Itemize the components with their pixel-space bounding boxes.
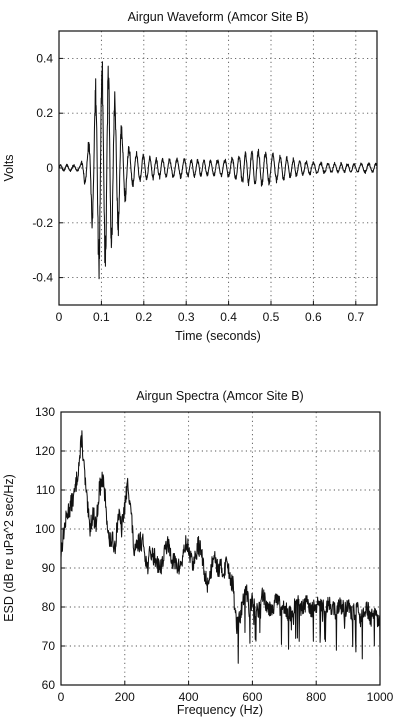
waveform-series-line	[58, 61, 378, 280]
waveform-x-tick-label: 0.4	[220, 310, 237, 324]
waveform-x-axis-label: Time (seconds)	[175, 329, 261, 343]
waveform-title: Airgun Waveform (Amcor Site B)	[128, 10, 309, 24]
waveform-y-tick-label: 0.2	[36, 106, 53, 120]
spectra-plot-frame	[60, 411, 381, 686]
spectra-y-tick-label: 110	[36, 483, 55, 497]
spectra-x-axis-label: Frequency (Hz)	[177, 703, 263, 717]
waveform-x-tick-label: 0.7	[347, 310, 364, 324]
waveform-x-ticks: 0 0.1 0.2 0.3 0.4 0.5 0.6 0.7	[56, 301, 364, 324]
spectra-grid	[61, 412, 380, 685]
waveform-x-tick-label: 0.6	[305, 310, 322, 324]
spectra-y-tick-label: 70	[42, 639, 56, 653]
spectra-x-tick-label: 800	[306, 690, 326, 704]
waveform-y-tick-label: -0.4	[32, 271, 53, 285]
waveform-x-tick-label: 0.1	[93, 310, 110, 324]
spectra-y-axis-label: ESD (dB re uPa^2 sec/Hz)	[2, 474, 16, 622]
spectra-x-tick-label: 600	[242, 690, 262, 704]
spectra-x-ticks: 0 200 400 600 800 1000	[58, 681, 394, 704]
spectra-y-tick-label: 80	[42, 600, 56, 614]
waveform-y-tick-label: 0.4	[36, 51, 53, 65]
spectra-x-tick-label: 1000	[367, 690, 394, 704]
waveform-x-tick-label: 0.3	[178, 310, 195, 324]
waveform-x-tick-label: 0	[56, 310, 63, 324]
spectra-x-tick-label: 0	[58, 690, 65, 704]
spectra-series-line	[60, 430, 381, 664]
spectra-y-tick-label: 130	[35, 405, 55, 419]
waveform-y-tick-label: 0	[46, 161, 53, 175]
waveform-chart: Airgun Waveform (Amcor Site B) 0 0.1 0.2 0.…	[2, 10, 378, 343]
spectra-y-tick-label: 120	[35, 444, 55, 458]
spectra-x-tick-label: 200	[115, 690, 135, 704]
spectra-y-tick-label: 60	[42, 678, 56, 692]
spectra-y-tick-label: 90	[42, 561, 56, 575]
spectra-chart: Airgun Spectra (Amcor Site B) 0 200 400 600…	[2, 389, 394, 717]
spectra-y-ticks: 60 70 80 90 100 110 120 130	[35, 405, 65, 692]
waveform-y-axis-label: Volts	[2, 154, 16, 181]
waveform-y-ticks: 0.4 0.2 0 -0.2 -0.4	[32, 51, 63, 285]
waveform-y-tick-label: -0.2	[32, 216, 53, 230]
waveform-x-tick-label: 0.5	[263, 310, 280, 324]
spectra-x-tick-label: 400	[179, 690, 199, 704]
waveform-x-tick-label: 0.2	[135, 310, 152, 324]
spectra-title: Airgun Spectra (Amcor Site B)	[136, 389, 303, 403]
spectra-y-tick-label: 100	[35, 522, 55, 536]
